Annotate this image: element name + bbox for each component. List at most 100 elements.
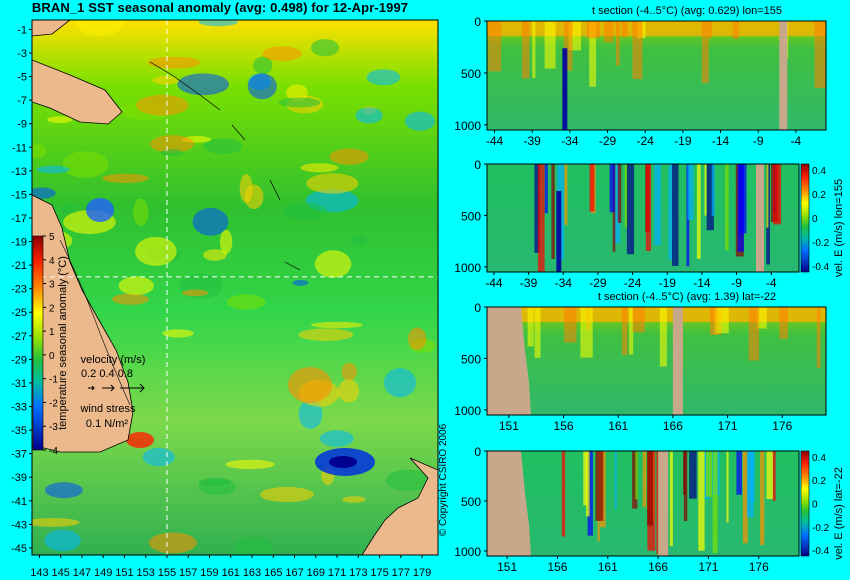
section-velocity-band (617, 164, 622, 223)
wind-legend-title: wind stress (79, 403, 136, 415)
section-warm-column (534, 307, 541, 358)
map-anomaly-patch (181, 289, 209, 297)
map-anomaly-patch (239, 174, 253, 203)
map-x-tick-label: 161 (222, 567, 240, 579)
map-y-tick-label: -35 (11, 425, 27, 437)
section-velocity-band (614, 451, 617, 510)
section-x-tick-label: -44 (486, 134, 504, 148)
section-velocity-band (564, 164, 568, 226)
section-x-tick-label: 171 (718, 419, 738, 433)
map-x-tick-label: 159 (200, 567, 218, 579)
section-x-tick-label: -29 (589, 276, 607, 290)
section-y-tick-label: 500 (461, 495, 481, 509)
section-title: t section (-4..5°C) (avg: 1.39) lat=-22 (598, 291, 776, 303)
velocity-arrow-large-icon (120, 383, 145, 393)
section-x-tick-label: -34 (561, 134, 579, 148)
section-warm-column (708, 21, 712, 39)
section-velocity-band (632, 451, 638, 509)
map-anomaly-patch (311, 39, 340, 57)
map-anomaly-patch (32, 187, 56, 199)
map-anomaly-patch (62, 151, 109, 178)
map-anomaly-patch (150, 135, 195, 153)
map-y-tick-label: -19 (11, 237, 27, 249)
map-colorbar-tick-label: 5 (49, 232, 55, 243)
section-velocity-band (687, 164, 694, 220)
map-y-tick-label: -23 (11, 284, 27, 296)
map-colorbar-tick-label: -3 (49, 422, 58, 433)
map-anomaly-patch (60, 204, 77, 214)
map-anomaly-patch (225, 459, 275, 470)
copyright-text: © Copyright CSIRO 2006 (438, 423, 449, 536)
section-velocity-band (698, 451, 705, 551)
velocity-legend-values: 0.2 0.4 0.8 (81, 368, 133, 380)
map-cold-eddy-core (329, 456, 357, 468)
velocity-legend-title: velocity (m/s) (81, 354, 146, 366)
section-warm-column (632, 307, 645, 333)
map-y-tick-label: -5 (17, 72, 27, 84)
section-warm-column (544, 21, 556, 69)
map-y-tick-label: -45 (11, 543, 27, 555)
section-warm-column (522, 21, 530, 79)
section-velocity-band (642, 451, 647, 508)
section-warm-column (621, 21, 628, 38)
map-y-tick-label: -25 (11, 307, 27, 319)
section-y-tick-label: 0 (474, 158, 481, 172)
map-colorbar-tick-label: 1 (49, 327, 55, 338)
map-anomaly-patch (36, 165, 70, 174)
map-y-tick-label: -11 (12, 142, 27, 154)
map-anomaly-patch (162, 329, 194, 338)
map-anomaly-patch (203, 138, 243, 155)
section-x-tick-label: -29 (599, 134, 617, 148)
map-anomaly-patch (341, 362, 357, 381)
map-x-tick-label: 147 (73, 567, 91, 579)
map-anomaly-patch (404, 111, 436, 131)
map-x-tick-label: 163 (243, 567, 261, 579)
new-zealand-land (361, 457, 438, 555)
map-y-tick-label: -33 (11, 402, 27, 414)
map-anomaly-patch (226, 294, 266, 310)
map-anomaly-patch (366, 69, 401, 86)
section-velocity-band (589, 164, 595, 212)
section-velocity-band (689, 451, 697, 499)
map-colorbar-tick-label: -2 (49, 398, 58, 409)
section-background (487, 307, 826, 415)
map-y-tick-label: -29 (11, 354, 27, 366)
section-x-tick-label: -39 (524, 134, 542, 148)
chart-title: BRAN_1 SST seasonal anomaly (avg: 0.498)… (31, 0, 409, 15)
section-surface-layer (487, 21, 826, 37)
section-velocity-band (669, 451, 673, 546)
section-x-tick-label: 176 (749, 560, 769, 574)
map-y-tick-label: -7 (17, 95, 27, 107)
section-warm-column (701, 21, 709, 84)
section-velocity-band (614, 164, 621, 244)
section-x-tick-label: -9 (753, 134, 764, 148)
section-x-tick-label: -34 (555, 276, 573, 290)
section-velocity-band (561, 451, 566, 537)
map-y-tick-label: -3 (17, 48, 27, 60)
map-anomaly-patch (148, 532, 197, 554)
map-anomaly-patch (278, 97, 321, 108)
map-y-tick-label: -27 (11, 331, 27, 343)
section-y-tick-label: 1000 (454, 261, 481, 275)
map-anomaly-patch (310, 321, 363, 329)
section-colorbar-tick-label: 0 (812, 500, 818, 511)
wind-legend-value: 0.1 N/m² (86, 418, 129, 430)
section-velocity-band (766, 164, 769, 228)
section-velocity-band (624, 164, 629, 228)
section-x-tick-label: 156 (547, 560, 567, 574)
map-anomaly-patch (136, 94, 189, 116)
section-cold-column (562, 48, 568, 130)
map-anomaly-patch (338, 379, 360, 403)
section-background (487, 164, 799, 272)
section-velocity-band (738, 164, 747, 234)
section-velocity-band (595, 451, 604, 521)
section-x-tick-label: -39 (520, 276, 538, 290)
land-north (32, 20, 71, 37)
map-y-tick-label: -43 (11, 519, 27, 531)
section-velocity-band (534, 164, 540, 253)
map-warm-eddy (126, 432, 154, 448)
map-colorbar-tick-label: -4 (49, 446, 58, 457)
map-anomaly-patch (112, 293, 149, 305)
map-anomaly-patch (286, 84, 308, 102)
section-velocity-band (736, 451, 742, 495)
